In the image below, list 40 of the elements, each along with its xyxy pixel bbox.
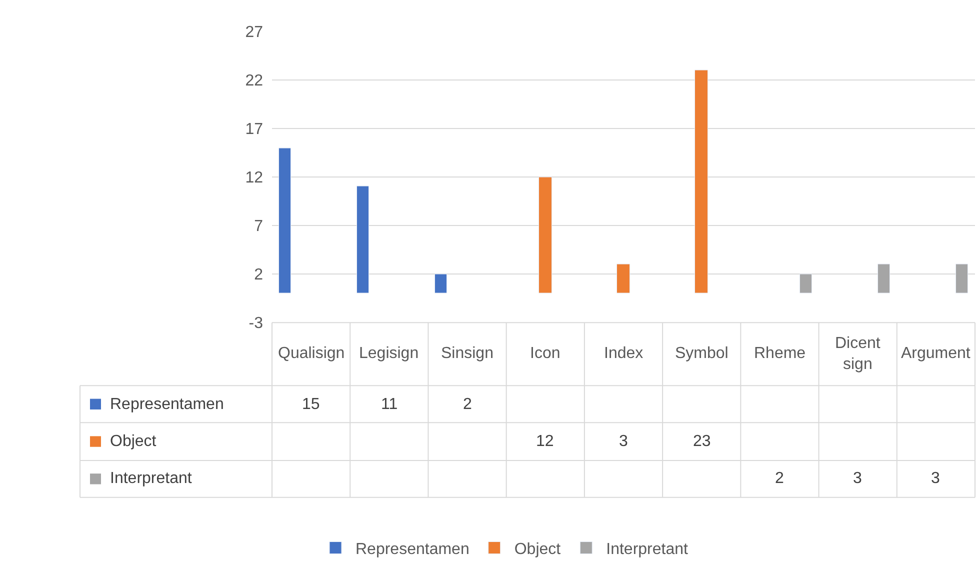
x-tick-label: Sinsign	[441, 345, 494, 362]
bar	[356, 186, 369, 294]
y-tick-label: 22	[245, 72, 264, 90]
y-tick-label: 12	[245, 170, 264, 187]
y-tick-label: 17	[245, 120, 264, 138]
bar	[434, 274, 447, 294]
x-tick-label: Icon	[530, 345, 560, 362]
y-tick-label: 2	[254, 266, 264, 284]
x-tick-label: Symbol	[675, 345, 728, 362]
bar	[616, 264, 630, 294]
legend-label: Representamen	[110, 396, 224, 413]
data-label: 3	[931, 470, 940, 487]
data-label: 23	[693, 433, 711, 450]
x-tick-label: Rheme	[754, 345, 806, 362]
y-tick-label: 7	[254, 218, 264, 236]
text: Interpretant	[110, 470, 192, 487]
y-tick-label: 27	[245, 24, 264, 41]
data-label: 2	[463, 396, 472, 413]
legend-label: Object	[514, 540, 562, 558]
text: Representamen	[356, 540, 470, 558]
x-tick-label: Argument	[901, 345, 971, 362]
data-label: 2	[775, 470, 784, 487]
bar	[278, 148, 291, 294]
x-tick-label: Legisign	[359, 345, 419, 362]
y-tick-label: -3	[248, 315, 264, 332]
bar	[956, 264, 968, 294]
data-label: 12	[536, 433, 554, 450]
bar	[800, 274, 812, 294]
text: Object	[110, 433, 156, 450]
legend-label: Interpretant	[606, 540, 689, 558]
x-tick-label: Dicent sign	[835, 335, 881, 373]
x-tick-label: Index	[604, 345, 644, 362]
bar	[538, 176, 552, 294]
data-label: 11	[381, 396, 398, 413]
data-label: 15	[302, 396, 320, 413]
x-tick-label: Qualisign	[278, 345, 345, 362]
data-label: 3	[619, 433, 628, 450]
data-label: 3	[853, 470, 862, 487]
bar	[694, 70, 708, 294]
bar	[878, 264, 890, 294]
